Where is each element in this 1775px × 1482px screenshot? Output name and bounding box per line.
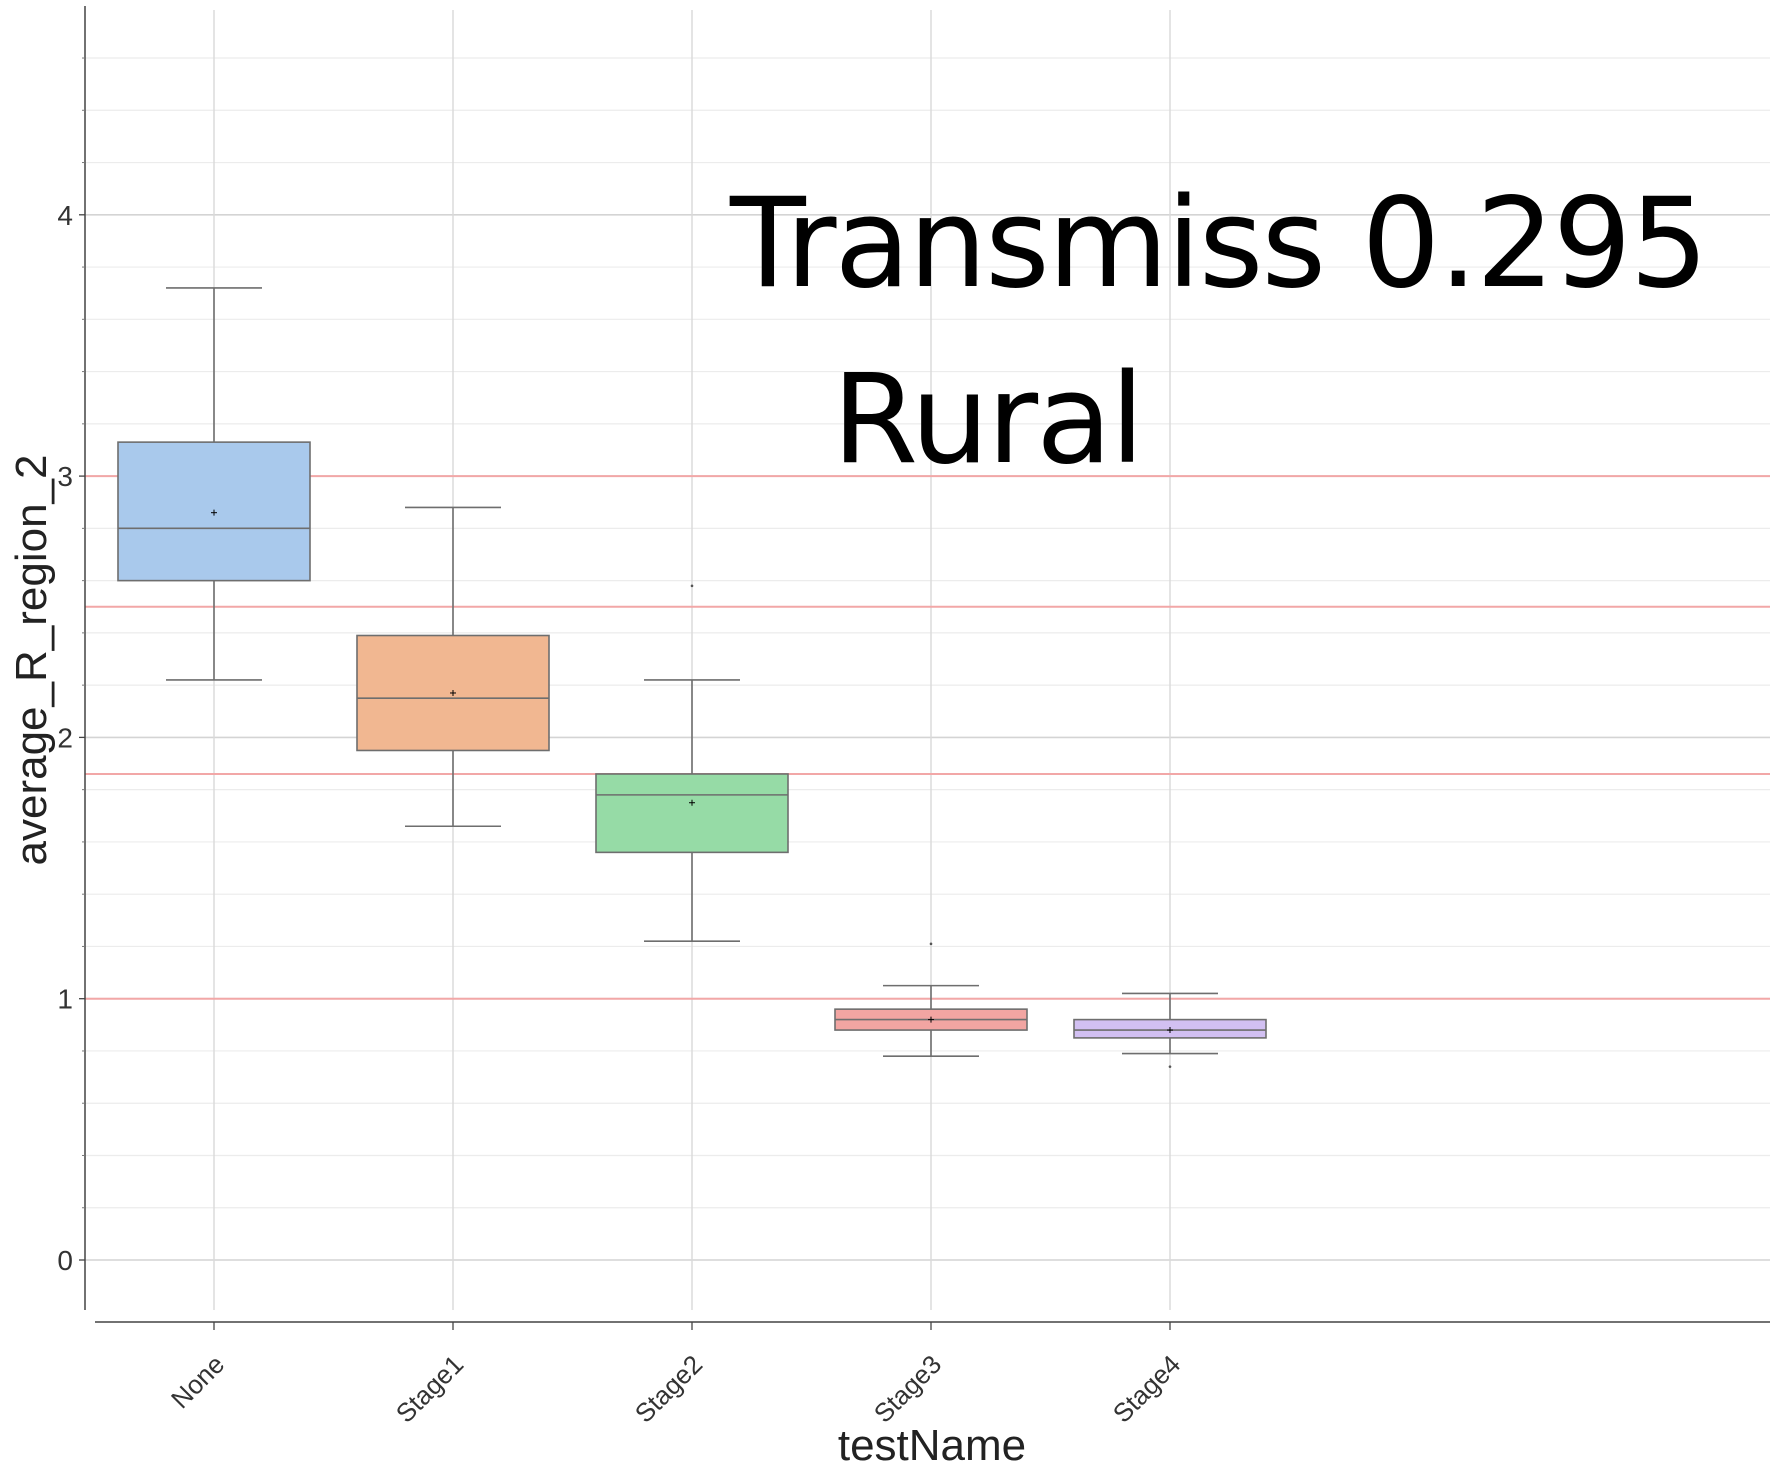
outlier-point xyxy=(690,584,694,588)
box-stage4 xyxy=(1073,992,1267,1068)
box-none xyxy=(117,287,311,681)
x-tick-label: Stage2 xyxy=(629,1349,708,1428)
y-tick-label: 4 xyxy=(57,200,73,231)
box-stage2 xyxy=(595,584,789,943)
reference-lines xyxy=(85,475,1770,1000)
x-tick-label: None xyxy=(165,1349,230,1414)
x-tick-label: Stage1 xyxy=(390,1349,469,1428)
y-tick-label: 0 xyxy=(57,1245,73,1276)
outlier-point xyxy=(1168,1065,1172,1068)
outlier-point xyxy=(929,942,933,946)
y-tick-label: 2 xyxy=(57,722,73,753)
box-stage3 xyxy=(834,942,1028,1057)
y-axis-title: average_R_region_2 xyxy=(7,455,56,866)
box-stage1 xyxy=(356,506,550,828)
boxes xyxy=(117,287,1267,1068)
annotation-title: Transmiss 0.295 xyxy=(730,172,1709,316)
iqr-box xyxy=(595,773,789,854)
x-tick-label: Stage3 xyxy=(868,1349,947,1428)
y-tick-label: 3 xyxy=(57,461,73,492)
x-tick-label: Stage4 xyxy=(1107,1349,1186,1428)
annotation-subtitle: Rural xyxy=(832,348,1145,492)
x-axis-title: testName xyxy=(838,1421,1026,1470)
y-tick-label: 1 xyxy=(57,984,73,1015)
